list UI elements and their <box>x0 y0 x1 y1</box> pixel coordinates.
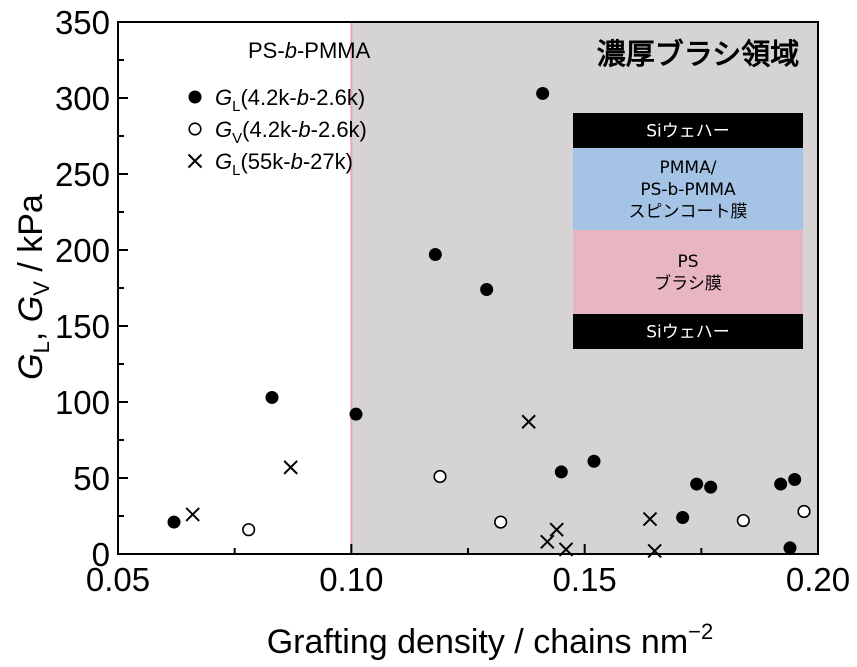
inset-layer-label: Siウェハー <box>646 323 730 343</box>
x-tick-label: 0.05 <box>86 561 150 598</box>
filled-circle-point <box>676 511 690 525</box>
inset-layer <box>573 314 803 349</box>
filled-circle-point <box>554 465 568 479</box>
data-points-layer <box>167 86 811 559</box>
inset-layer-label: Siウェハー <box>646 122 730 142</box>
cross-point <box>521 414 536 429</box>
cross-point <box>647 543 662 559</box>
legend-label: GL(4.2k-b-2.6k) <box>215 85 365 115</box>
legend-label: GV(4.2k-b-2.6k) <box>215 117 367 147</box>
open-circle-point <box>736 513 750 528</box>
legend-entries: GL(4.2k-b-2.6k)GV(4.2k-b-2.6k)GL(55k-b-2… <box>187 85 367 179</box>
cross-point <box>549 522 564 537</box>
filled-circle-point <box>349 407 363 421</box>
plot-frame <box>117 21 819 555</box>
cross-point <box>283 460 298 475</box>
open-circle-point <box>797 504 811 519</box>
legend: PS-b-PMMA GL(4.2k-b-2.6k)GV(4.2k-b-2.6k)… <box>187 38 371 179</box>
filled-circle-point <box>774 477 788 491</box>
y-tick-label: 50 <box>73 460 110 497</box>
y-axis-title: GL, GV / kPa <box>12 194 54 380</box>
inset-layer <box>573 148 803 230</box>
filled-circle-point <box>704 480 718 494</box>
inset-layer-label: スピンコート膜 <box>629 202 748 222</box>
filled-circle-point <box>783 541 797 555</box>
filled-circle-point <box>428 248 442 262</box>
filled-circle-point <box>167 515 181 529</box>
legend-marker <box>188 90 202 104</box>
x-tick-label: 0.15 <box>553 561 617 598</box>
inset-layer <box>573 230 803 314</box>
filled-circle-point <box>536 86 550 100</box>
x-tick-label: 0.20 <box>786 561 850 598</box>
inset-layer-label: PMMA/ <box>660 158 717 178</box>
filled-circle-point <box>480 283 494 297</box>
y-tick-label: 150 <box>55 308 110 345</box>
filled-circle-point <box>690 477 704 491</box>
y-tick-label: 200 <box>55 232 110 269</box>
dense-brush-region-label: 濃厚ブラシ領域 <box>597 37 799 71</box>
inset-layer-label: ブラシ膜 <box>654 273 722 294</box>
legend-marker <box>188 122 202 136</box>
ticks-layer: 0 50 100 150 200 250 300 350 0.05 0.10 0.15 0.20 <box>55 4 850 598</box>
filled-circle-point <box>587 454 601 468</box>
open-circle-point <box>242 523 256 537</box>
cross-point <box>185 507 200 522</box>
cross-point <box>540 534 555 550</box>
inset-layer-label: PS <box>677 252 698 272</box>
cross-point <box>642 511 658 527</box>
y-tick-label: 300 <box>55 80 110 117</box>
inset-layer <box>573 113 803 148</box>
open-circle-point <box>433 469 447 484</box>
filled-circle-point <box>265 390 279 404</box>
y-tick-label: 100 <box>55 384 110 421</box>
open-circle-point <box>494 515 508 529</box>
legend-label: GL(55k-b-27k) <box>215 149 353 179</box>
x-tick-label: 0.10 <box>319 561 383 598</box>
legend-marker <box>187 153 203 169</box>
inset-layer-label: PS-b-PMMA <box>640 180 736 200</box>
y-tick-label: 250 <box>55 156 110 193</box>
x-axis-title: Grafting density / chains nm−2 <box>267 619 714 661</box>
y-tick-label: 350 <box>55 4 110 41</box>
y-tick-label: 0 <box>92 536 110 573</box>
legend-title: PS-b-PMMA <box>248 38 371 63</box>
filled-circle-point <box>788 473 802 487</box>
